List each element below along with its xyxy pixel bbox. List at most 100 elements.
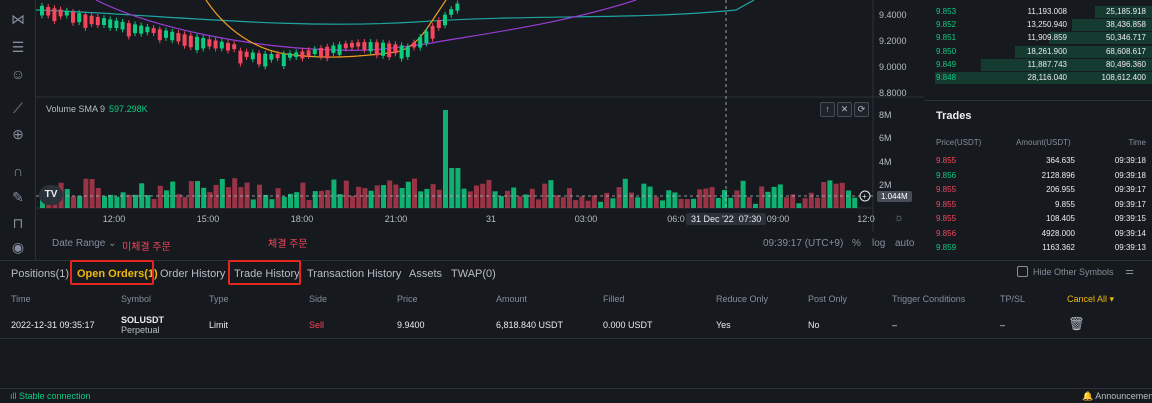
- auto-scale-toggle[interactable]: auto: [895, 238, 915, 249]
- volume-bar: [436, 189, 442, 208]
- volume-bar: [356, 186, 362, 208]
- price-chart[interactable]: + TV Volume SMA 9 597.298K ↑ ✕ ⟳ 9.4000 9…: [36, 0, 924, 260]
- magnet-icon[interactable]: ∩: [12, 163, 24, 179]
- col-price: Price: [397, 294, 418, 304]
- volume-bar: [728, 197, 734, 208]
- candle: [275, 53, 280, 59]
- col-symbol: Symbol: [121, 294, 152, 304]
- close-pane-button[interactable]: ✕: [837, 102, 852, 117]
- trades-panel: Trades Price(USDT) Amount(USDT) Time 9.8…: [924, 100, 1152, 260]
- volume-sma-value: 597.298K: [109, 104, 148, 114]
- volume-bar: [591, 195, 597, 208]
- volume-bar: [405, 181, 411, 208]
- candle: [207, 39, 212, 47]
- order-book-row[interactable]: 9.853 11,193.008 25,185.918: [924, 5, 1152, 18]
- volume-bar: [120, 192, 126, 208]
- settings-icon[interactable]: ☼: [894, 212, 905, 224]
- volume-bar: [77, 196, 83, 208]
- volume-bar: [585, 200, 591, 208]
- volume-bar: [734, 190, 740, 208]
- candle: [151, 28, 156, 34]
- log-scale-toggle[interactable]: log: [872, 238, 886, 249]
- zoom-in-icon[interactable]: ⊕: [12, 126, 24, 142]
- eye-icon[interactable]: ◉: [11, 239, 25, 255]
- order-book-row[interactable]: 9.850 18,261.900 68,608.617: [924, 45, 1152, 58]
- ruler-icon[interactable]: ⟋: [13, 100, 23, 116]
- caret-down-icon: ▾: [1109, 294, 1115, 304]
- candle: [294, 52, 299, 58]
- trade-time: 09:39:15: [1114, 214, 1146, 223]
- percent-scale-toggle[interactable]: %: [852, 238, 861, 249]
- volume-bar: [517, 196, 523, 208]
- order-post-only: No: [808, 320, 820, 330]
- volume-bar: [263, 194, 269, 208]
- volume-bar: [288, 193, 293, 208]
- volume-bar: [846, 190, 851, 208]
- volume-bar: [319, 190, 324, 208]
- volume-bar: [461, 188, 467, 208]
- volume-bar: [604, 192, 610, 208]
- volume-bar: [740, 180, 746, 208]
- trade-time: 09:39:18: [1114, 170, 1146, 180]
- trash-icon[interactable]: 🗑: [1068, 316, 1085, 331]
- volume-indicator-label[interactable]: Volume SMA 9 597.298K: [46, 104, 148, 114]
- tab-assets[interactable]: Assets: [409, 268, 443, 280]
- volume-bar: [139, 183, 145, 208]
- line-tools-icon[interactable]: ☰: [11, 39, 25, 55]
- order-tpsl: –: [1000, 320, 1006, 330]
- hide-other-label: Hide Other Symbols: [1033, 266, 1114, 277]
- candle: [362, 42, 367, 50]
- candles-group: [40, 0, 460, 70]
- depth-bar: [1095, 6, 1152, 18]
- order-book-row[interactable]: 9.851 11,909.859 50,346.717: [924, 31, 1152, 45]
- book-amount: 18,261.900: [1026, 46, 1067, 56]
- book-total: 50,346.717: [1105, 33, 1146, 43]
- candle: [40, 5, 44, 16]
- hide-other-symbols-toggle[interactable]: Hide Other Symbols: [1017, 266, 1114, 277]
- volume-bar: [455, 168, 461, 208]
- candle: [281, 53, 286, 67]
- date-range-button[interactable]: Date Range ⌄: [52, 238, 117, 249]
- time-axis-label: 15:00: [196, 214, 220, 224]
- order-book-row[interactable]: 9.848 28,116.040 108,612.400: [924, 71, 1152, 84]
- candle: [238, 50, 243, 64]
- filter-icon[interactable]: ⚌: [1125, 266, 1134, 277]
- tab-trade-history[interactable]: Trade History: [234, 268, 300, 280]
- depth-bar: [1049, 32, 1152, 45]
- volume-bar: [653, 196, 659, 208]
- move-pane-up-button[interactable]: ↑: [820, 102, 835, 117]
- lock-draw-icon[interactable]: ✎: [12, 189, 24, 205]
- col-reduce-only: Reduce Only: [716, 294, 769, 304]
- drawing-toolbar: ⋈ ☰ ☺ ⟋ ⊕ ∩ ✎ ⊓ ◉: [0, 0, 36, 260]
- order-amount: 6,818.840 USDT: [496, 320, 564, 330]
- tab-positions[interactable]: Positions(1): [11, 268, 70, 280]
- volume-sma-title: Volume SMA 9: [46, 104, 106, 114]
- chart-canvas[interactable]: +: [36, 0, 924, 260]
- tab-open-orders[interactable]: Open Orders(1): [77, 268, 158, 280]
- book-total: 80,496.360: [1105, 59, 1146, 69]
- tab-twap[interactable]: TWAP(0): [451, 268, 496, 280]
- trade-row: 9.855 206.955 09:39:17: [924, 185, 1152, 200]
- book-amount: 28,116.040: [1027, 73, 1067, 82]
- pattern-icon[interactable]: ⋈: [11, 11, 25, 27]
- reset-pane-button[interactable]: ⟳: [854, 102, 869, 117]
- order-book-row[interactable]: 9.852 13,250.940 38,436.858: [924, 18, 1152, 32]
- order-book-row[interactable]: 9.849 11,887.743 80,496.360: [924, 58, 1152, 71]
- candle: [455, 3, 460, 11]
- cancel-all-button[interactable]: Cancel All ▾: [1067, 294, 1114, 305]
- tradingview-logo[interactable]: TV: [39, 185, 63, 205]
- volume-bar: [102, 196, 107, 208]
- tab-order-history[interactable]: Order History: [160, 268, 226, 280]
- order-symbol[interactable]: SOLUSDT: [121, 315, 165, 325]
- tab-transaction-history[interactable]: Transaction History: [307, 268, 402, 280]
- hide-other-checkbox[interactable]: [1017, 266, 1028, 277]
- candle: [219, 41, 224, 49]
- candle: [288, 53, 292, 58]
- emoji-icon[interactable]: ☺: [10, 66, 26, 82]
- unlock-icon[interactable]: ⊓: [12, 215, 24, 231]
- volume-axis-label: 8M: [879, 110, 892, 120]
- volume-bar: [164, 190, 169, 208]
- announcements-link[interactable]: 🔔 Announcements: [1082, 391, 1152, 402]
- volume-bar: [827, 180, 833, 208]
- candle: [331, 45, 336, 53]
